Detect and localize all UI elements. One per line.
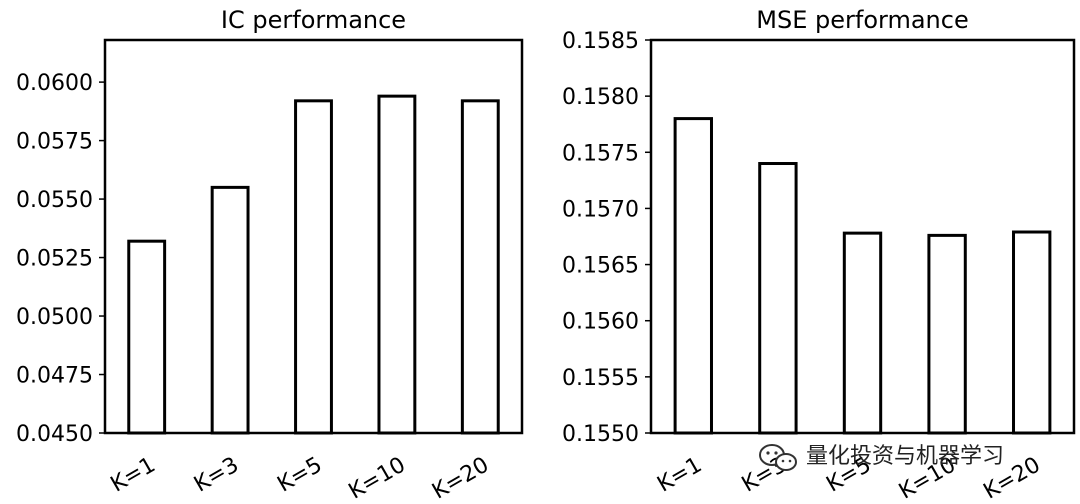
ic-axes-frame — [103, 38, 524, 435]
ic-ytick-label: 0.0600 — [16, 71, 93, 96]
mse-ytick-label: 0.1555 — [562, 366, 639, 391]
mse-performance-chart: MSE performance 0.1550 0.1555 0.1560 0.1565 0… — [562, 6, 1076, 504]
mse-xtick-label: K=1 — [653, 453, 706, 498]
ic-ytick-label: 0.0525 — [16, 247, 93, 272]
ic-xtick-label: K=1 — [107, 453, 160, 498]
wechat-icon — [759, 444, 797, 471]
mse-axes-frame — [649, 38, 1076, 435]
mse-ytick-label: 0.1560 — [562, 310, 639, 335]
ic-bar-k-10 — [377, 94, 417, 435]
ic-bar-k-3 — [210, 185, 250, 435]
mse-ytick-label: 0.1565 — [562, 254, 639, 279]
ic-ytick-label: 0.0550 — [16, 188, 93, 213]
mse-ytick-label: 0.1580 — [562, 85, 639, 110]
ic-chart-title: IC performance — [221, 6, 406, 34]
mse-bar-k-5 — [842, 231, 883, 435]
ic-bar-k-20 — [460, 99, 500, 435]
mse-ytick-label: 0.1575 — [562, 141, 639, 166]
ic-bar-k-5 — [294, 99, 333, 435]
mse-ytick-label: 0.1550 — [562, 422, 639, 447]
mse-bar-k-20 — [1012, 230, 1052, 435]
ic-ytick-label: 0.0575 — [16, 130, 93, 155]
ic-xtick-label: K=10 — [345, 453, 410, 504]
mse-bar-k-3 — [758, 162, 798, 435]
watermark-text: 量化投资与机器学习 — [806, 444, 1004, 469]
ic-xtick-label: K=3 — [190, 453, 243, 498]
mse-ytick-label: 0.1570 — [562, 197, 639, 222]
mse-chart-title: MSE performance — [756, 6, 968, 34]
mse-ytick-label: 0.1585 — [562, 29, 639, 54]
ic-ytick-label: 0.0500 — [16, 305, 93, 330]
ic-ytick-label: 0.0475 — [16, 364, 93, 389]
ic-bar-k-1 — [127, 239, 167, 435]
ic-xtick-label: K=20 — [428, 453, 493, 504]
mse-bar-k-10 — [927, 233, 967, 435]
ic-performance-chart: IC performance 0.0450 0.0475 0.0500 0.0525 0.… — [16, 6, 524, 504]
mse-bar-k-1 — [673, 117, 713, 435]
watermark: 量化投资与机器学习 — [759, 444, 1004, 471]
ic-ytick-label: 0.0450 — [16, 422, 93, 447]
ic-xtick-label: K=5 — [273, 453, 326, 498]
